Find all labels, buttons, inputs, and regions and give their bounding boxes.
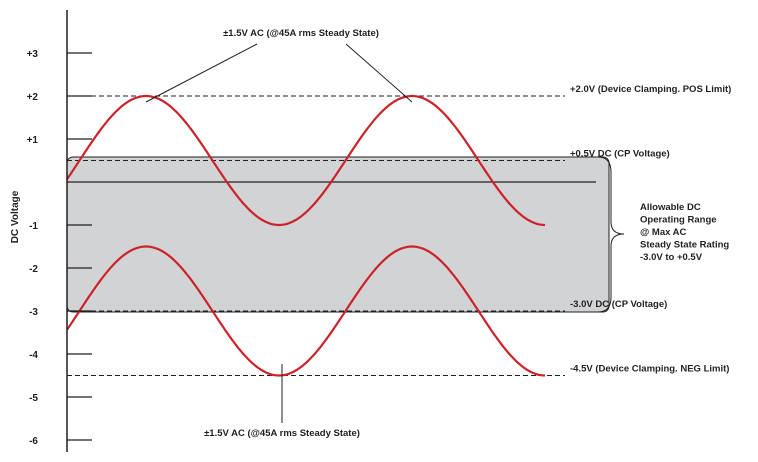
y-tick-label: -6	[29, 436, 38, 447]
reference-line-label: +2.0V (Device Clamping. POS Limit)	[570, 84, 731, 95]
top-annotation-leader-left	[145, 43, 258, 103]
y-tick-label: -2	[29, 264, 38, 275]
y-tick-label: -5	[29, 393, 38, 404]
y-tick-label: +1	[27, 135, 39, 146]
range-label-line: Operating Range	[640, 215, 717, 226]
allowable-range-box	[66, 156, 610, 313]
y-ticks: +3 +2 +1 -1 -2 -3 -4 -5 -6	[27, 49, 92, 447]
y-tick-label: -4	[29, 350, 38, 361]
y-tick-label: +3	[27, 49, 39, 60]
waveforms	[66, 94, 546, 377]
reference-line-label: -4.5V (Device Clamping. NEG Limit)	[570, 364, 729, 375]
range-brace	[597, 156, 625, 313]
top-annotation: ±1.5V AC (@45A rms Steady State)	[223, 28, 379, 39]
y-tick-label: -1	[29, 221, 38, 232]
reference-line-label: +0.5V DC (CP Voltage)	[570, 149, 670, 160]
range-label-line: @ Max AC	[640, 227, 687, 238]
y-tick-label: -3	[29, 307, 38, 318]
range-label-line: -3.0V to +0.5V	[640, 252, 703, 263]
ac-waveform	[66, 94, 546, 227]
ac-waveform	[66, 245, 546, 377]
y-tick-label: +2	[27, 92, 39, 103]
allowable-range-label: Allowable DC Operating Range@ Max AC Stead…	[640, 202, 729, 263]
bottom-annotation: ±1.5V AC (@45A rms Steady State)	[204, 428, 360, 439]
y-axis-title: DC Voltage	[10, 190, 21, 243]
range-label-line: Allowable DC	[640, 202, 701, 213]
reference-line-label: -3.0V DC (CP Voltage)	[570, 299, 667, 310]
range-label-line: Steady State Rating	[640, 240, 729, 251]
top-annotation-leader-right	[345, 43, 413, 103]
